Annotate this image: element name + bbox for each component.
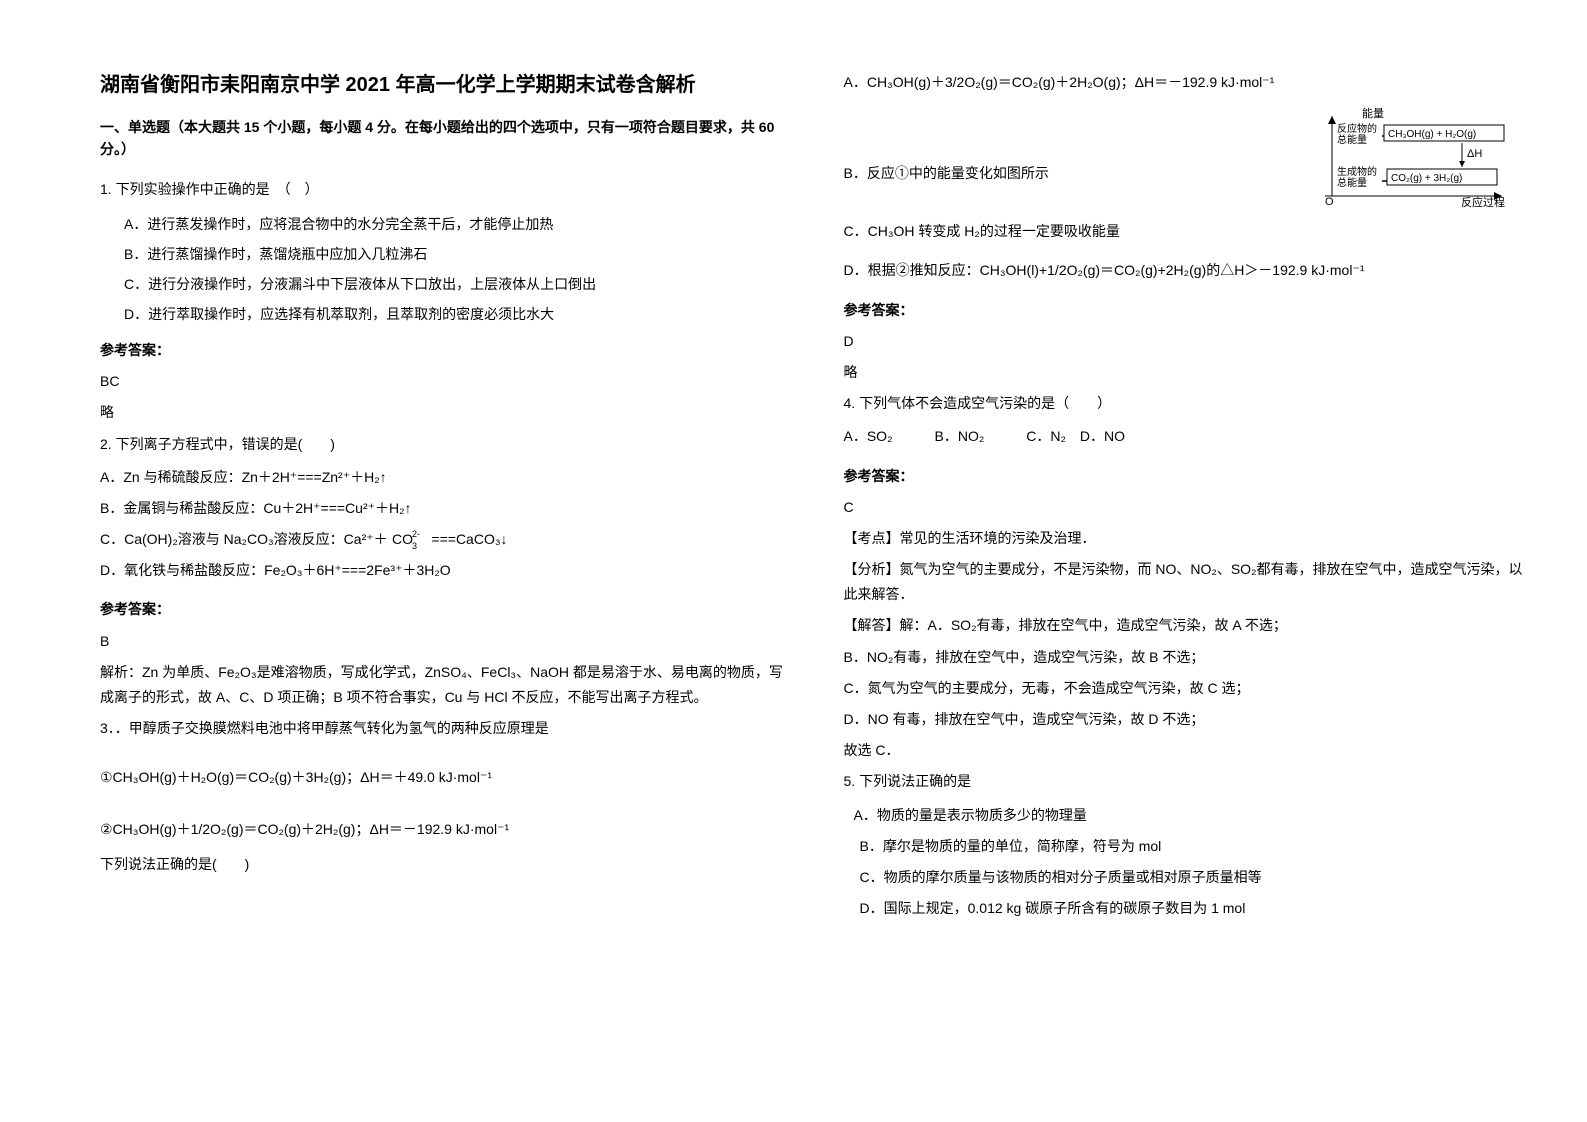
q2-option-b: B．金属铜与稀盐酸反应：Cu＋2H⁺===Cu²⁺＋H₂↑ — [100, 496, 784, 521]
q2-option-a: A．Zn 与稀硫酸反应：Zn＋2H⁺===Zn²⁺＋H₂↑ — [100, 465, 784, 490]
diagram-ylabel: 能量 — [1362, 106, 1384, 120]
q1-explanation: 略 — [100, 400, 784, 425]
q4-conclusion: 故选 C． — [844, 738, 1528, 763]
q4-kaodian: 【考点】常见的生活环境的污染及治理． — [844, 526, 1528, 551]
q3-answer: D — [844, 329, 1528, 354]
q1-answer: BC — [100, 369, 784, 394]
energy-diagram: 能量 反应过程 O CH₃OH(g) + H₂O(g) 反应物的 总能量 CO₂… — [1277, 101, 1517, 211]
diagram-reactant-label1: 反应物的 — [1337, 122, 1377, 135]
q5-option-a: A．物质的量是表示物质多少的物理量 — [854, 803, 1528, 828]
diagram-reactant-text: CH₃OH(g) + H₂O(g) — [1388, 129, 1476, 140]
q1-answer-label: 参考答案： — [100, 338, 784, 363]
diagram-product-label2: 总能量 — [1337, 176, 1367, 189]
diagram-origin: O — [1325, 196, 1334, 208]
svg-text:3: 3 — [412, 541, 417, 550]
q2-option-c-pre: C．Ca(OH)₂溶液与 Na₂CO₃溶液反应：Ca²⁺＋ — [100, 531, 388, 547]
diagram-product-label1: 生成物的 — [1337, 165, 1377, 178]
right-column: A．CH₃OH(g)＋3/2O₂(g)＝CO₂(g)＋2H₂O(g)；ΔH＝－1… — [844, 70, 1528, 1092]
q3-option-d: D．根据②推知反应：CH₃OH(l)+1/2O₂(g)＝CO₂(g)+2H₂(g… — [844, 258, 1528, 283]
q4-jieda-b: B．NO₂有毒，排放在空气中，造成空气污染，故 B 不选； — [844, 645, 1528, 670]
diagram-product-text: CO₂(g) + 3H₂(g) — [1391, 173, 1462, 184]
q2-option-d: D．氧化铁与稀盐酸反应：Fe₂O₃＋6H⁺===2Fe³⁺＋3H₂O — [100, 558, 784, 583]
q3-answer-label: 参考答案： — [844, 298, 1528, 323]
diagram-xlabel: 反应过程 — [1461, 195, 1505, 209]
q5-prompt: 5. 下列说法正确的是 — [844, 769, 1528, 794]
q3-prompt2: 下列说法正确的是( ) — [100, 852, 784, 877]
q2-option-c: C．Ca(OH)₂溶液与 Na₂CO₃溶液反应：Ca²⁺＋ CO 2- 3 ==… — [100, 527, 784, 552]
q3-diagram-row: B．反应①中的能量变化如图所示 能量 反应过程 O CH₃OH(g) + H₂O… — [844, 101, 1528, 211]
section-instruction: 一、单选题（本大题共 15 个小题，每小题 4 分。在每小题给出的四个选项中，只… — [100, 116, 784, 161]
q4-jieda-a: 【解答】解：A．SO₂有毒，排放在空气中，造成空气污染，故 A 不选； — [844, 613, 1528, 638]
q3-eq1: ①CH₃OH(g)＋H₂O(g)＝CO₂(g)＋3H₂(g)；ΔH＝＋49.0 … — [100, 765, 784, 790]
diagram-reactant-label2: 总能量 — [1337, 133, 1367, 146]
q3-eq2: ②CH₃OH(g)＋1/2O₂(g)＝CO₂(g)＋2H₂(g)；ΔH＝－192… — [100, 817, 784, 842]
left-column: 湖南省衡阳市耒阳南京中学 2021 年高一化学上学期期末试卷含解析 一、单选题（… — [100, 70, 784, 1092]
q1-option-c: C．进行分液操作时，分液漏斗中下层液体从下口放出，上层液体从上口倒出 — [124, 270, 784, 298]
q5-option-d: D．国际上规定，0.012 kg 碳原子所含有的碳原子数目为 1 mol — [860, 896, 1528, 921]
q2-option-c-post: ===CaCO₃↓ — [431, 531, 507, 547]
diagram-deltaH: ΔH — [1467, 148, 1482, 160]
q3-prompt: 3．．甲醇质子交换膜燃料电池中将甲醇蒸气转化为氢气的两种反应原理是 — [100, 716, 784, 741]
q1-option-d: D．进行萃取操作时，应选择有机萃取剂，且萃取剂的密度必须比水大 — [124, 300, 784, 328]
svg-text:CO: CO — [392, 531, 413, 547]
q4-jieda-d: D．NO 有毒，排放在空气中，造成空气污染，故 D 不选； — [844, 707, 1528, 732]
q5-option-b: B．摩尔是物质的量的单位，简称摩，符号为 mol — [860, 834, 1528, 859]
q2-answer-label: 参考答案： — [100, 597, 784, 622]
q4-answer-label: 参考答案： — [844, 464, 1528, 489]
q4-options: A．SO₂ B．NO₂ C．N₂ D．NO — [844, 424, 1528, 449]
q1-option-a: A．进行蒸发操作时，应将混合物中的水分完全蒸干后，才能停止加热 — [124, 210, 784, 238]
q2-prompt: 2. 下列离子方程式中，错误的是( ) — [100, 432, 784, 457]
exam-title: 湖南省衡阳市耒阳南京中学 2021 年高一化学上学期期末试卷含解析 — [100, 70, 784, 100]
q4-jieda-c: C．氮气为空气的主要成分，无毒，不会造成空气污染，故 C 选； — [844, 676, 1528, 701]
q3-option-b: B．反应①中的能量变化如图所示 — [844, 161, 1049, 186]
q2-answer: B — [100, 629, 784, 654]
q4-fenxi: 【分析】氮气为空气的主要成分，不是污染物，而 NO、NO₂、SO₂都有毒，排放在… — [844, 557, 1528, 607]
q4-answer: C — [844, 495, 1528, 520]
q3-option-a: A．CH₃OH(g)＋3/2O₂(g)＝CO₂(g)＋2H₂O(g)；ΔH＝－1… — [844, 70, 1528, 95]
q5-option-c: C．物质的摩尔质量与该物质的相对分子质量或相对原子质量相等 — [860, 865, 1528, 890]
q1-prompt: 1. 下列实验操作中正确的是 （ ） — [100, 177, 784, 202]
q3-explanation: 略 — [844, 360, 1528, 385]
q3-option-c: C．CH₃OH 转变成 H₂的过程一定要吸收能量 — [844, 219, 1528, 244]
q4-prompt: 4. 下列气体不会造成空气污染的是（ ） — [844, 391, 1528, 416]
co3-formula-icon: CO 2- 3 — [392, 530, 428, 550]
q2-explanation: 解析：Zn 为单质、Fe₂O₃是难溶物质，写成化学式，ZnSO₄、FeCl₃、N… — [100, 660, 784, 710]
svg-text:2-: 2- — [412, 530, 420, 539]
q1-option-b: B．进行蒸馏操作时，蒸馏烧瓶中应加入几粒沸石 — [124, 240, 784, 268]
